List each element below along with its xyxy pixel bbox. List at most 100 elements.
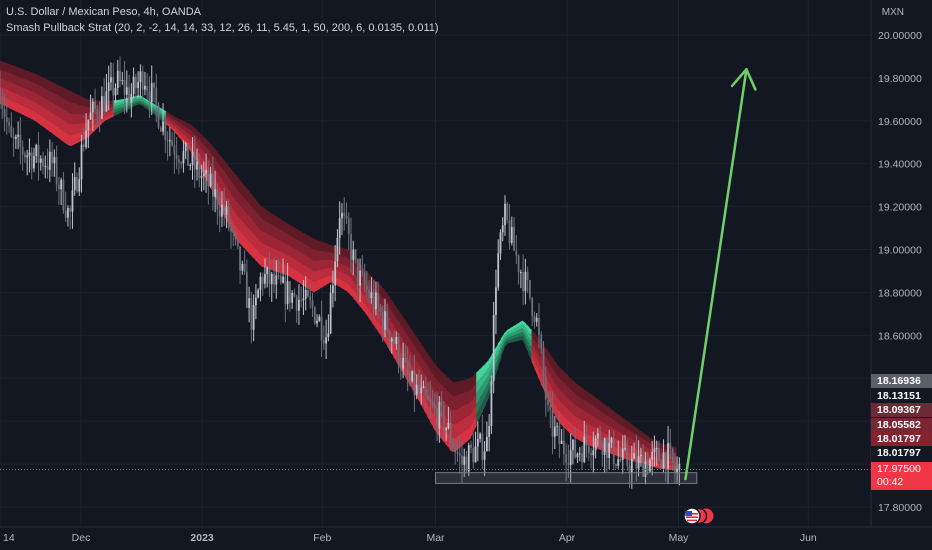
candle-body <box>658 448 660 461</box>
ribbon-band <box>463 391 468 406</box>
ribbon-band <box>110 113 115 118</box>
candle-body <box>227 206 230 228</box>
ribbon-band <box>485 359 490 372</box>
ribbon-band <box>531 349 536 363</box>
candle-body <box>653 448 656 452</box>
candle-body <box>671 448 674 464</box>
ribbon-band <box>509 329 514 334</box>
ribbon-band <box>261 242 265 256</box>
ribbon-band <box>67 133 72 147</box>
ribbon-band <box>89 119 93 129</box>
ribbon-band <box>273 248 278 261</box>
ribbon-band <box>119 101 124 106</box>
ribbon-band <box>310 279 314 293</box>
ribbon-band <box>291 226 296 239</box>
ribbon-band <box>605 405 609 417</box>
ribbon-band <box>313 249 318 261</box>
ribbon-band <box>0 77 4 88</box>
ribbon-band <box>165 121 170 128</box>
ribbon-band <box>64 99 69 112</box>
ribbon-band <box>218 173 222 189</box>
ribbon-band <box>36 74 41 86</box>
ribbon-band <box>648 442 652 450</box>
ribbon-band <box>141 99 145 104</box>
candle-body <box>612 437 615 465</box>
candle-body <box>76 177 78 192</box>
ribbon-band <box>175 126 179 133</box>
ribbon-band <box>107 114 112 120</box>
ribbon-band <box>362 292 367 306</box>
ribbon-band <box>556 396 560 412</box>
ribbon-band <box>9 72 13 84</box>
ribbon-band <box>116 99 121 103</box>
candle-body <box>327 333 330 338</box>
indicator-legend[interactable]: Smash Pullback Strat (20, 2, -2, 14, 14,… <box>6 22 439 34</box>
ribbon-band <box>476 379 480 394</box>
ribbon-band <box>294 228 299 241</box>
ribbon-band <box>313 238 318 251</box>
ribbon-band <box>0 69 4 80</box>
candle-body <box>196 161 198 170</box>
ribbon-band <box>285 253 290 266</box>
ribbon-band <box>193 132 198 143</box>
ribbon-band <box>258 226 262 243</box>
ribbon-band <box>513 324 517 330</box>
candle-body <box>87 119 90 131</box>
ribbon-band <box>70 113 75 125</box>
ribbon-band <box>242 208 247 226</box>
ribbon-band <box>61 108 66 121</box>
ribbon-band <box>473 393 477 410</box>
candle-body <box>359 270 361 286</box>
ribbon-band <box>599 410 603 422</box>
ribbon-band <box>479 366 483 380</box>
ribbon-band <box>589 414 594 427</box>
ribbon-band <box>534 340 539 353</box>
ribbon-band <box>181 128 185 136</box>
ribbon-band <box>528 337 533 350</box>
ribbon-band <box>519 332 523 337</box>
candle-body <box>295 296 298 311</box>
ribbon-band <box>187 132 192 141</box>
candle-body <box>320 316 323 341</box>
ribbon-band <box>506 333 511 339</box>
ribbon-band <box>503 330 508 337</box>
ribbon-band <box>500 345 505 359</box>
ribbon-band <box>534 354 539 369</box>
ribbon-band <box>519 320 523 327</box>
candle-body <box>55 156 58 185</box>
ribbon-band <box>632 425 637 435</box>
ribbon-band <box>549 374 554 391</box>
ribbon-band <box>374 317 379 332</box>
ribbon-band <box>313 280 318 293</box>
ribbon-band <box>89 126 93 137</box>
ribbon-band <box>457 393 462 409</box>
ribbon-band <box>202 136 207 148</box>
ribbon-band <box>6 80 10 91</box>
ribbon-band <box>187 137 192 147</box>
ribbon-band <box>285 222 290 235</box>
ribbon-band <box>276 249 281 262</box>
ribbon-band <box>574 415 579 429</box>
candle-body <box>91 101 94 113</box>
ribbon-band <box>629 430 634 440</box>
ribbon-band <box>82 105 87 115</box>
candle-body <box>166 140 169 142</box>
candle-body <box>508 220 511 243</box>
ribbon-band <box>58 117 63 130</box>
us-flag-events-icon[interactable] <box>682 507 716 525</box>
price-tick-label: 19.20000 <box>878 202 922 214</box>
candle-body <box>254 297 257 306</box>
price-axis[interactable]: 17.8000018.4000018.6000018.8000019.00000… <box>870 0 922 527</box>
price-label-tag: 18.05582 <box>871 418 932 432</box>
time-axis[interactable]: 14 Dec 2023 Feb Mar Apr May Jun <box>0 526 932 544</box>
ribbon-band <box>368 309 373 323</box>
candle-body <box>277 275 280 277</box>
candle-body <box>336 237 339 262</box>
ribbon-band <box>562 381 566 396</box>
ribbon-band <box>402 316 407 333</box>
candle-body <box>279 275 282 283</box>
ribbon-band <box>543 354 548 369</box>
ribbon-band <box>344 281 348 292</box>
ribbon-band <box>322 259 327 269</box>
